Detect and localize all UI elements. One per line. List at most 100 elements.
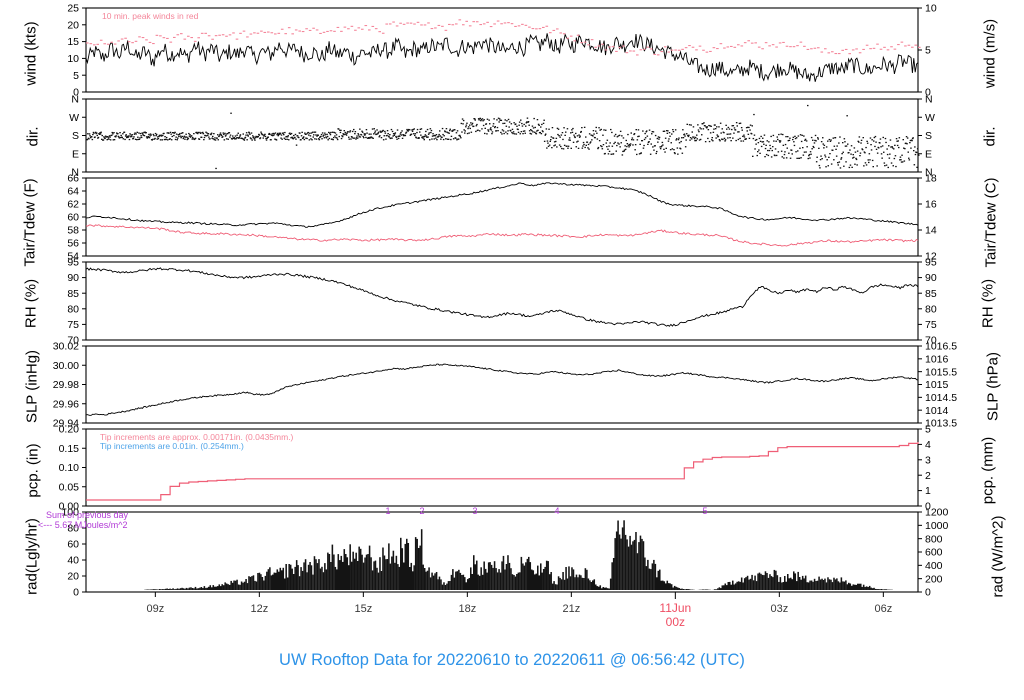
direction-point [799, 147, 801, 149]
radiation-bar [676, 587, 679, 590]
radiation-bar [727, 582, 730, 590]
direction-point [356, 135, 358, 137]
radiation-bar [300, 567, 302, 590]
peak-wind-marker [298, 30, 301, 32]
direction-point [730, 140, 732, 142]
direction-point [807, 157, 809, 160]
direction-point [148, 137, 151, 139]
direction-point [596, 132, 598, 134]
direction-point [475, 130, 477, 133]
direction-point [835, 155, 838, 157]
direction-point [697, 124, 699, 126]
direction-point [624, 145, 626, 147]
direction-point [896, 144, 899, 147]
peak-wind-marker [99, 39, 103, 41]
dir-right-tick-label: N [925, 94, 933, 106]
direction-point [713, 128, 715, 130]
direction-point [582, 141, 585, 144]
direction-point [836, 145, 838, 147]
radiation-bar [483, 561, 485, 590]
direction-point [108, 138, 110, 140]
radiation-bar [761, 574, 764, 590]
peak-wind-marker [545, 25, 549, 27]
direction-point [623, 150, 625, 152]
radiation-bar [586, 569, 588, 590]
peak-wind-marker [399, 22, 402, 24]
direction-point [245, 134, 247, 136]
pcp-left-tick-label: 0.10 [59, 462, 80, 474]
direction-point [553, 141, 556, 143]
radiation-bar [532, 570, 535, 590]
direction-point [724, 140, 726, 142]
radiation-bar [737, 581, 740, 590]
radiation-bar [275, 572, 277, 590]
direction-point [764, 147, 767, 150]
direction-point [636, 153, 638, 156]
direction-point [854, 151, 857, 153]
direction-point [786, 147, 788, 149]
direction-point [227, 138, 229, 140]
slp-left-tick-label: 29.96 [53, 398, 79, 410]
radiation-bar [611, 562, 613, 590]
radiation-bar [181, 587, 183, 590]
direction-point [775, 154, 778, 157]
direction-point [406, 128, 408, 131]
direction-point [147, 136, 149, 139]
direction-point [339, 131, 342, 134]
direction-point [343, 134, 345, 136]
peak-wind-marker [803, 45, 806, 47]
direction-point [901, 154, 903, 156]
direction-point [348, 138, 350, 140]
direction-point [466, 122, 468, 124]
direction-point [160, 135, 163, 137]
x-axis-tick-label: 11Jun [659, 601, 691, 615]
direction-point [540, 126, 542, 128]
direction-point [391, 130, 394, 133]
direction-point [225, 138, 228, 140]
direction-point [387, 135, 390, 137]
direction-point [594, 137, 596, 139]
direction-point [788, 139, 791, 141]
radiation-bar [589, 580, 591, 590]
radiation-bar [458, 569, 460, 590]
peak-wind-marker [615, 50, 618, 52]
direction-point [338, 128, 340, 130]
direction-point [174, 131, 176, 133]
radiation-bar [389, 563, 392, 590]
direction-point [213, 133, 215, 135]
direction-point [666, 132, 669, 134]
direction-point [696, 138, 698, 140]
direction-point [906, 137, 909, 139]
direction-point [170, 133, 172, 135]
direction-point [202, 131, 204, 134]
radiation-bar [187, 588, 189, 590]
peak-wind-marker [169, 41, 173, 43]
direction-point [97, 136, 100, 139]
direction-point [181, 135, 183, 138]
direction-point [797, 135, 800, 137]
radiation-bar [431, 572, 433, 590]
direction-point [395, 136, 398, 138]
radiation-bar [423, 568, 426, 590]
direction-point [333, 131, 335, 134]
direction-point [484, 127, 486, 129]
direction-point [561, 132, 564, 134]
direction-point [223, 133, 225, 136]
dir-right-tick-label: N [925, 167, 933, 179]
direction-point [868, 161, 870, 164]
radiation-bar [312, 574, 314, 590]
direction-point [138, 138, 141, 140]
direction-point [157, 136, 159, 138]
direction-point [549, 140, 551, 142]
direction-point [682, 129, 684, 131]
air-temperature-trace [85, 182, 919, 228]
direction-point [609, 142, 611, 144]
radiation-bar [443, 582, 445, 590]
direction-point [284, 131, 286, 134]
direction-point [163, 132, 165, 135]
radiation-bar [484, 568, 487, 590]
radiation-bar [851, 585, 853, 590]
direction-point [208, 136, 210, 138]
direction-point [377, 132, 379, 134]
peak-wind-marker [796, 45, 799, 47]
